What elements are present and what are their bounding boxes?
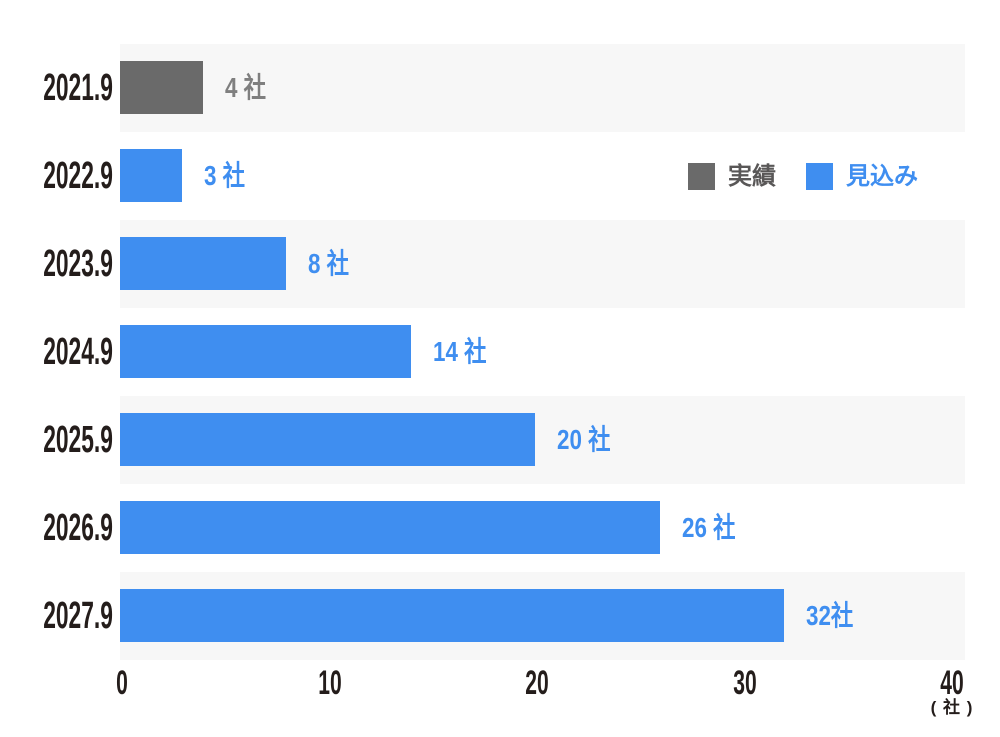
- value-label: 3 社: [204, 160, 246, 191]
- x-axis-tick: 20: [525, 664, 549, 702]
- bar: [120, 413, 535, 466]
- category-label: 2021.9: [43, 67, 113, 109]
- legend-label-forecast: 見込み: [846, 163, 918, 190]
- chart-row: 2025.9 20 社: [0, 396, 1000, 484]
- bar: [120, 325, 411, 378]
- legend-item-actual: 実績: [688, 163, 776, 190]
- chart-row: 2023.9 8 社: [0, 220, 1000, 308]
- legend-swatch-actual: [688, 163, 715, 190]
- legend-item-forecast: 見込み: [806, 163, 918, 190]
- bar: [120, 237, 286, 290]
- x-axis-tick: 40: [940, 664, 964, 702]
- row-stripe: [120, 44, 965, 132]
- category-label: 2023.9: [43, 243, 113, 285]
- category-label: 2025.9: [43, 419, 113, 461]
- chart-row: 2021.9 4 社: [0, 44, 1000, 132]
- bar: [120, 589, 784, 642]
- category-label: 2026.9: [43, 507, 113, 549]
- bar: [120, 149, 183, 202]
- chart-row: 2027.9 32社: [0, 572, 1000, 660]
- x-axis-tick: 0: [116, 664, 128, 702]
- x-axis: 0 10 20 30 40: [0, 664, 1000, 702]
- category-label: 2027.9: [43, 595, 113, 637]
- x-axis-tick: 30: [732, 664, 757, 702]
- chart-row: 2022.9 3 社: [0, 132, 1000, 220]
- legend-swatch-forecast: [806, 163, 833, 190]
- value-label: 32社: [806, 600, 854, 631]
- value-label: 20 社: [557, 424, 611, 455]
- category-label: 2022.9: [43, 155, 113, 197]
- x-axis-tick: 10: [317, 664, 342, 702]
- bar: [120, 61, 203, 114]
- chart-row: 2024.9 14 社: [0, 308, 1000, 396]
- chart-row: 2026.9 26 社: [0, 484, 1000, 572]
- value-label: 26 社: [681, 512, 736, 543]
- value-label: 4 社: [225, 72, 267, 103]
- category-label: 2024.9: [43, 331, 113, 373]
- x-axis-unit-label: ( 社 ): [930, 698, 974, 717]
- chart-legend: 実績 見込み: [688, 163, 918, 190]
- value-label: 14 社: [432, 336, 487, 367]
- value-label: 8 社: [308, 248, 350, 279]
- bar: [120, 501, 660, 554]
- legend-label-actual: 実績: [728, 163, 776, 190]
